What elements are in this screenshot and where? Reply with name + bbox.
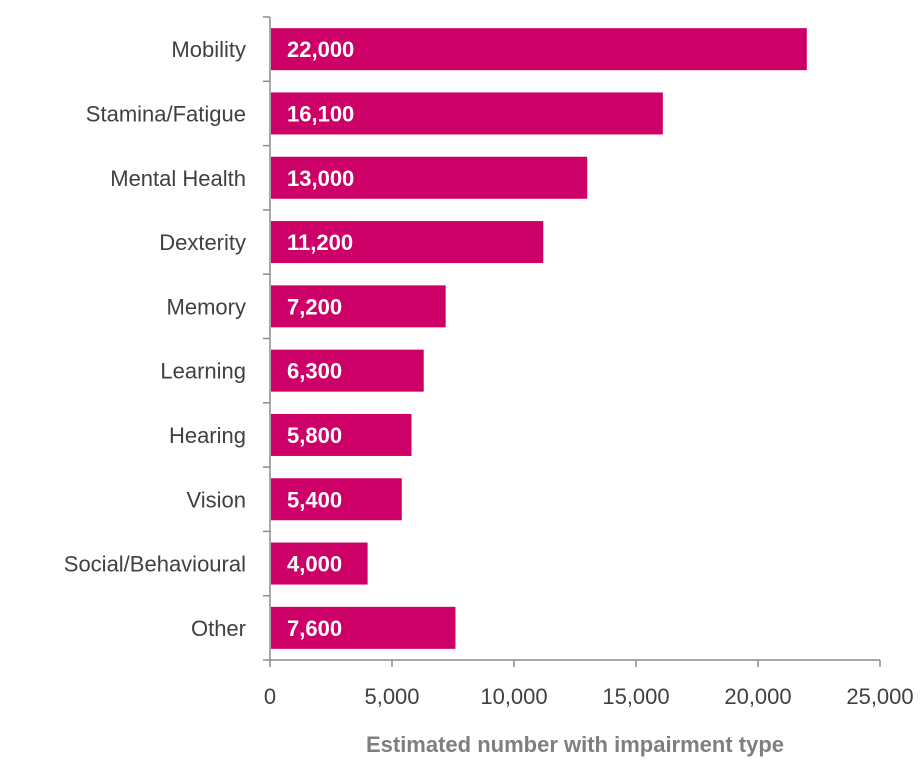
x-tick-label: 15,000: [602, 684, 669, 709]
data-label: 5,400: [287, 487, 342, 512]
y-axis-ticks: [263, 16, 270, 661]
category-label: Mental Health: [110, 166, 246, 191]
data-label: 7,200: [287, 294, 342, 319]
data-labels: 22,000 16,100 13,000 11,200 7,200 6,300 5,800 5…: [287, 37, 354, 641]
bars-group: [271, 28, 807, 649]
data-label: 6,300: [287, 359, 342, 384]
x-tick-label: 10,000: [480, 684, 547, 709]
bar: [271, 413, 412, 456]
bar: [271, 92, 663, 135]
category-label: Vision: [186, 487, 246, 512]
data-label: 13,000: [287, 166, 354, 191]
bar: [271, 542, 368, 585]
category-label: Learning: [160, 359, 246, 384]
category-label: Mobility: [171, 37, 246, 62]
bar: [271, 285, 446, 328]
x-tick-labels: 0 5,000 10,000 15,000 20,000 25,000: [264, 684, 914, 709]
category-label: Stamina/Fatigue: [86, 101, 246, 126]
x-tick-label: 25,000: [846, 684, 913, 709]
x-tick-label: 0: [264, 684, 276, 709]
bar: [271, 349, 424, 392]
bar: [271, 478, 402, 521]
data-label: 11,200: [287, 230, 353, 255]
x-tick-label: 20,000: [724, 684, 791, 709]
data-label: 16,100: [287, 101, 354, 126]
data-label: 7,600: [287, 616, 342, 641]
category-label: Social/Behavioural: [64, 552, 246, 577]
bar: [271, 606, 456, 649]
data-label: 4,000: [287, 552, 342, 577]
bar: [271, 28, 807, 71]
category-label: Memory: [167, 294, 246, 319]
x-axis-title: Estimated number with impairment type: [366, 732, 784, 757]
data-label: 22,000: [287, 37, 354, 62]
category-label: Hearing: [169, 423, 246, 448]
bar: [271, 156, 588, 199]
category-label: Other: [191, 616, 246, 641]
data-label: 5,800: [287, 423, 342, 448]
x-axis-ticks: [269, 660, 881, 667]
category-label: Dexterity: [159, 230, 246, 255]
x-tick-label: 5,000: [364, 684, 419, 709]
bar: [271, 221, 544, 264]
category-labels: Mobility Stamina/Fatigue Mental Health Dext…: [64, 37, 246, 641]
